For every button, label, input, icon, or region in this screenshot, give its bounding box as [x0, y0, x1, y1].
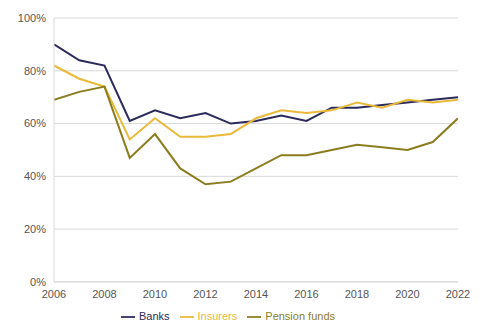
svg-text:2008: 2008: [92, 288, 116, 300]
svg-text:80%: 80%: [24, 65, 46, 77]
svg-text:2018: 2018: [345, 288, 369, 300]
svg-text:0%: 0%: [30, 276, 46, 288]
svg-text:2010: 2010: [143, 288, 167, 300]
html-text:Banks: Banks: [139, 309, 170, 322]
svg-text:60%: 60%: [24, 117, 46, 129]
svg-text:2014: 2014: [244, 288, 268, 300]
svg-text:40%: 40%: [24, 170, 46, 182]
svg-text:2020: 2020: [395, 288, 419, 300]
svg-text:2022: 2022: [446, 288, 470, 300]
svg-text:2012: 2012: [193, 288, 217, 300]
svg-text:2016: 2016: [294, 288, 318, 300]
svg-text:100%: 100%: [18, 12, 46, 24]
svg-text:2006: 2006: [42, 288, 66, 300]
html-text:Insurers: Insurers: [197, 309, 238, 322]
svg-text:20%: 20%: [24, 223, 46, 235]
html-text:Pension funds: Pension funds: [265, 309, 335, 322]
